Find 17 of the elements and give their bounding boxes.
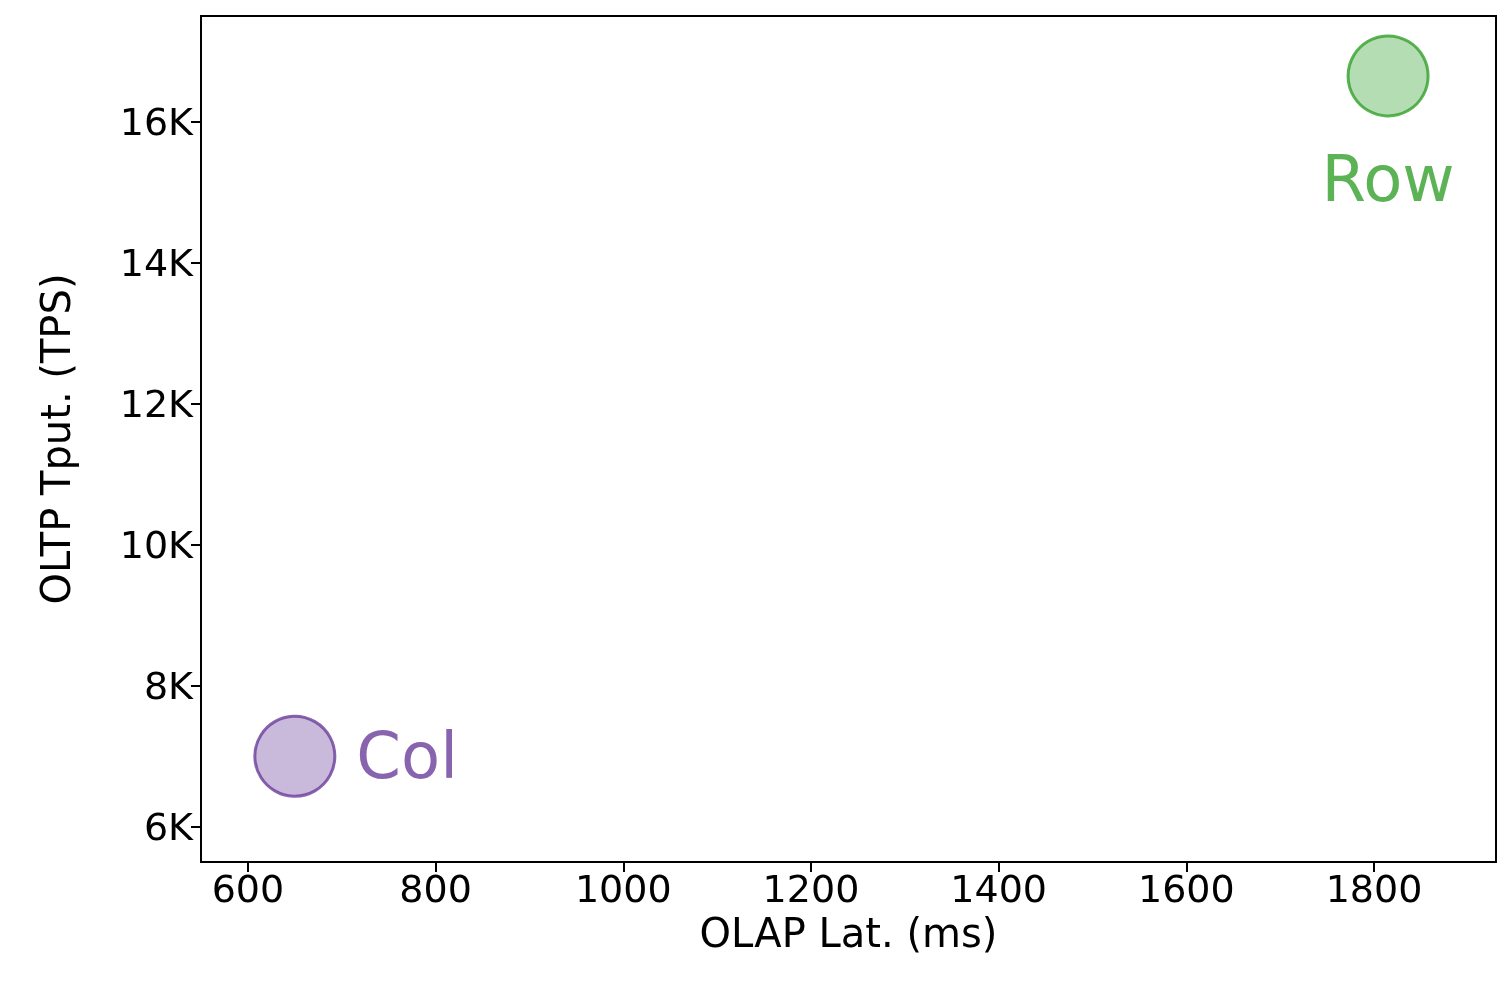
y-axis-title: OLTP Tput. (TPS) <box>33 273 79 605</box>
x-tick-label: 1200 <box>762 867 860 911</box>
series-label: Col <box>356 719 458 794</box>
y-tick-label: 10K <box>119 522 195 567</box>
y-tick-label: 6K <box>143 804 195 849</box>
x-tick-label: 1000 <box>574 867 672 911</box>
series-label: Row <box>1321 142 1455 217</box>
x-axis-title: OLAP Lat. (ms) <box>699 909 998 956</box>
y-tick-label: 8K <box>143 663 195 708</box>
x-tick-label: 1800 <box>1325 867 1423 911</box>
y-tick-label: 12K <box>119 381 195 426</box>
x-tick-label: 1400 <box>950 867 1047 911</box>
y-tick-label: 16K <box>119 99 195 144</box>
x-tick-label: 1600 <box>1137 867 1235 911</box>
x-tick-label: 600 <box>211 867 285 911</box>
y-tick-label: 14K <box>119 240 195 285</box>
x-tick-label: 800 <box>399 867 472 911</box>
